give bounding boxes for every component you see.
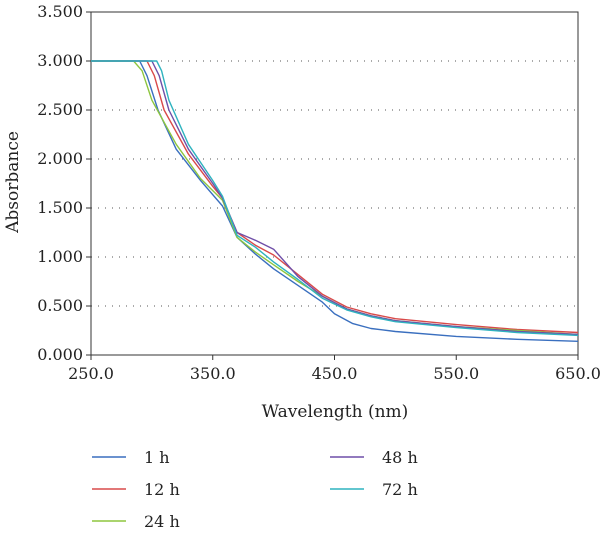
series-line-24h	[91, 60, 579, 336]
x-tick-label: 250.0	[68, 364, 114, 383]
series-line-72h	[91, 60, 579, 337]
y-tick-label: 3.500	[37, 2, 83, 21]
y-tick-label: 0.500	[37, 296, 83, 315]
x-tick-label: 350.0	[190, 364, 236, 383]
legend-label: 1 h	[144, 448, 170, 467]
series-line-1h	[91, 60, 579, 342]
axis-ticks: 0.000 0.500 1.000 1.500 2.000 2.500 3.000 3.500…	[37, 2, 600, 383]
y-tick-label: 0.000	[37, 345, 83, 364]
y-tick-label: 3.000	[37, 51, 83, 70]
series-lines	[91, 60, 579, 342]
legend: 1 h 12 h 24 h 48 h 72 h	[92, 448, 418, 531]
legend-label: 24 h	[144, 512, 180, 531]
y-tick-label: 1.500	[37, 198, 83, 217]
series-line-12h	[91, 60, 579, 334]
x-tick-label: 550.0	[433, 364, 479, 383]
y-tick-label: 2.500	[37, 100, 83, 119]
series-line-48h	[91, 60, 579, 336]
legend-label: 12 h	[144, 480, 180, 499]
legend-label: 72 h	[382, 480, 418, 499]
x-tick-label: 650.0	[555, 364, 600, 383]
grid-lines	[91, 60, 578, 307]
x-tick-label: 450.0	[312, 364, 358, 383]
x-axis-title: Wavelength (nm)	[262, 402, 409, 422]
y-axis-title: Absorbance	[3, 131, 23, 234]
legend-label: 48 h	[382, 448, 418, 467]
y-tick-label: 1.000	[37, 247, 83, 266]
y-tick-label: 2.000	[37, 149, 83, 168]
